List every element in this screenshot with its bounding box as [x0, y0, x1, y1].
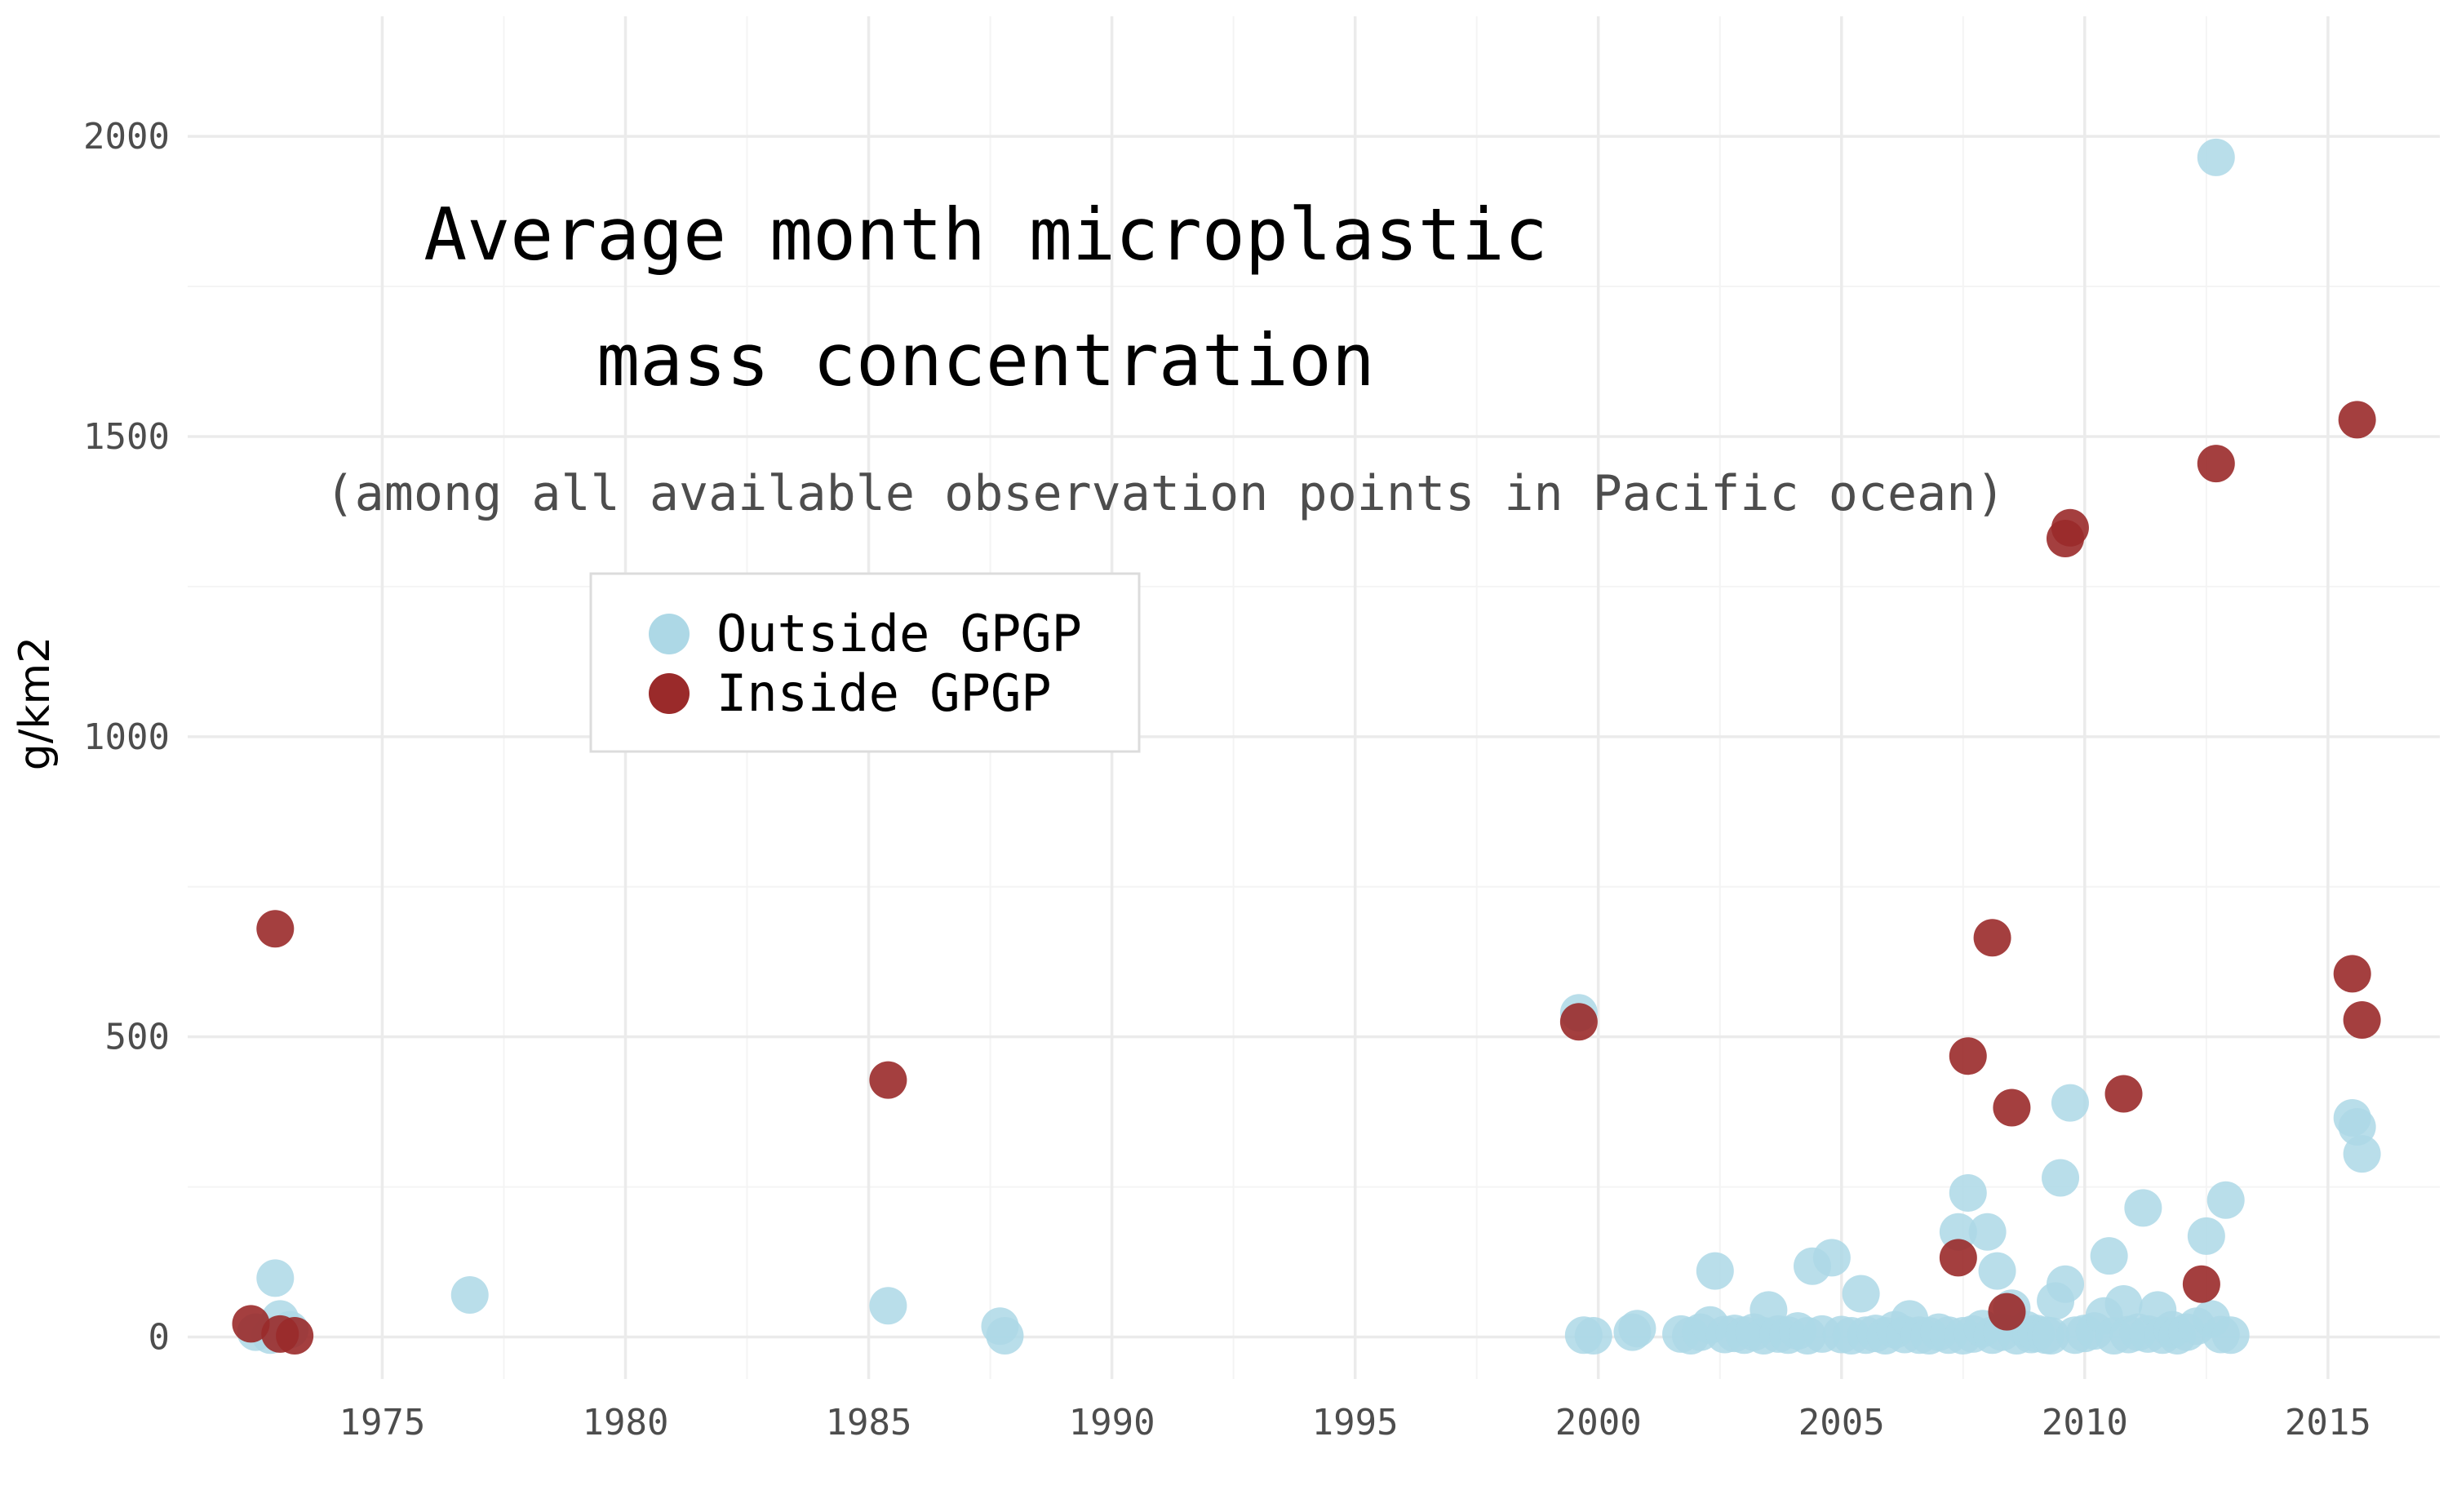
- point-outside-gpgp: [450, 1276, 489, 1315]
- y-tick-label: 2000: [83, 116, 170, 157]
- x-tick-label: 1975: [339, 1402, 425, 1443]
- x-tick-label: 2000: [1555, 1402, 1642, 1443]
- point-inside-gpgp: [2197, 445, 2235, 483]
- legend-swatch-inside: [649, 673, 690, 714]
- point-outside-gpgp: [2090, 1237, 2128, 1275]
- x-tick-label: 1985: [826, 1402, 912, 1443]
- y-tick-label: 0: [149, 1317, 171, 1359]
- y-tick-label: 1500: [83, 416, 170, 458]
- point-outside-gpgp: [1978, 1252, 2016, 1290]
- x-tick-label: 1990: [1069, 1402, 1155, 1443]
- point-outside-gpgp: [2104, 1285, 2143, 1324]
- point-inside-gpgp: [1559, 1003, 1598, 1041]
- data-points: [232, 138, 2381, 1355]
- legend-box: [589, 572, 1141, 753]
- point-inside-gpgp: [276, 1317, 314, 1355]
- point-inside-gpgp: [2338, 401, 2376, 439]
- x-tick-label: 2005: [1798, 1402, 1885, 1443]
- legend: Outside GPGP Inside GPGP: [589, 572, 1141, 753]
- x-tick-label: 1995: [1312, 1402, 1399, 1443]
- point-outside-gpgp: [2042, 1159, 2080, 1197]
- point-outside-gpgp: [2206, 1181, 2245, 1219]
- chart-subtitle: (among all available observation points …: [325, 465, 2005, 522]
- point-inside-gpgp: [2333, 955, 2371, 993]
- point-outside-gpgp: [2197, 138, 2235, 176]
- point-outside-gpgp: [1618, 1310, 1656, 1348]
- point-outside-gpgp: [1949, 1173, 1987, 1212]
- point-inside-gpgp: [1973, 919, 2011, 957]
- legend-label-outside: Outside GPGP: [716, 604, 1082, 663]
- legend-label-inside: Inside GPGP: [716, 663, 1052, 723]
- point-inside-gpgp: [2051, 508, 2089, 547]
- point-outside-gpgp: [2124, 1189, 2162, 1227]
- point-outside-gpgp: [2046, 1265, 2084, 1303]
- point-outside-gpgp: [2187, 1217, 2225, 1255]
- chart-title: Average month microplastic: [424, 193, 1548, 277]
- point-outside-gpgp: [1968, 1213, 2007, 1251]
- x-tick-label: 1980: [583, 1402, 669, 1443]
- point-outside-gpgp: [2051, 1084, 2089, 1122]
- point-outside-gpgp: [1812, 1239, 1851, 1277]
- point-inside-gpgp: [232, 1305, 270, 1343]
- point-inside-gpgp: [1939, 1239, 1977, 1277]
- y-axis-ticks: 0 500 1000 1500 2000: [83, 116, 170, 1358]
- chart-title-line2: mass concentration: [596, 318, 1375, 402]
- point-outside-gpgp: [986, 1317, 1024, 1355]
- point-outside-gpgp: [1574, 1317, 1612, 1355]
- y-tick-label: 500: [105, 1017, 170, 1058]
- point-outside-gpgp: [2211, 1316, 2250, 1355]
- point-outside-gpgp: [1696, 1252, 1734, 1290]
- point-inside-gpgp: [2182, 1265, 2220, 1303]
- point-inside-gpgp: [256, 910, 295, 948]
- point-outside-gpgp: [869, 1287, 907, 1325]
- point-outside-gpgp: [2343, 1135, 2381, 1173]
- point-inside-gpgp: [2104, 1075, 2143, 1113]
- point-outside-gpgp: [1842, 1275, 1880, 1313]
- x-tick-label: 2015: [2285, 1402, 2371, 1443]
- y-tick-label: 1000: [83, 716, 170, 758]
- point-inside-gpgp: [1993, 1089, 2031, 1127]
- x-tick-label: 2010: [2042, 1402, 2128, 1443]
- point-inside-gpgp: [2343, 1001, 2381, 1040]
- legend-swatch-outside: [649, 614, 690, 654]
- y-axis-label: g/km2: [11, 636, 60, 770]
- point-outside-gpgp: [256, 1259, 295, 1297]
- point-inside-gpgp: [1949, 1037, 1987, 1075]
- x-axis-ticks: 1975 1980 1985 1990 1995 2000 2005 2010 2015: [339, 1402, 2370, 1443]
- point-inside-gpgp: [869, 1061, 907, 1099]
- point-inside-gpgp: [1988, 1293, 2026, 1331]
- point-outside-gpgp: [1939, 1213, 1977, 1251]
